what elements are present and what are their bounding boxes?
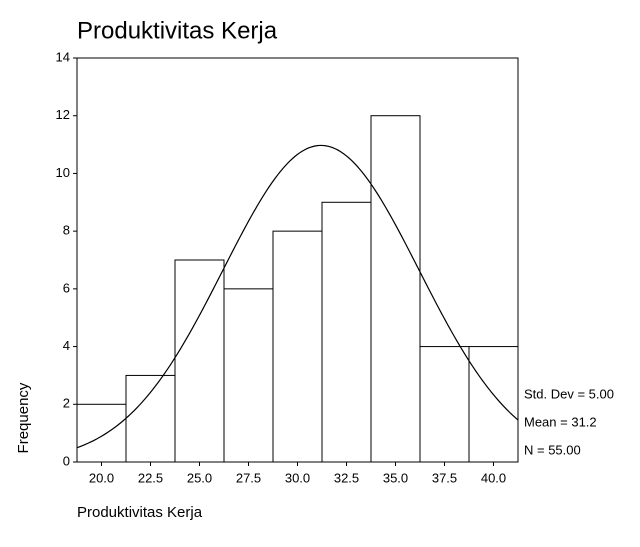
y-tick-label: 14: [56, 49, 70, 64]
y-tick-label: 4: [63, 338, 70, 353]
x-tick-label: 25.0: [187, 470, 212, 485]
bar: [370, 115, 421, 463]
y-tick-label: 10: [56, 165, 70, 180]
bar: [174, 259, 225, 463]
stats-label: N = 55.00: [524, 442, 581, 457]
y-tick-label: 8: [63, 223, 70, 238]
bar: [223, 288, 274, 463]
y-tick-label: 0: [63, 453, 70, 468]
chart-title: Produktivitas Kerja: [77, 17, 278, 44]
x-tick-label: 35.0: [383, 470, 408, 485]
x-tick-label: 40.0: [481, 470, 506, 485]
x-tick-label: 20.0: [89, 470, 114, 485]
stats-label: Std. Dev = 5.00: [524, 386, 614, 401]
x-tick-label: 30.0: [285, 470, 310, 485]
stats-label: Mean = 31.2: [524, 414, 597, 429]
x-axis-label: Produktivitas Kerja: [77, 504, 203, 521]
bar: [125, 374, 176, 463]
bar: [76, 403, 127, 463]
x-tick-label: 27.5: [236, 470, 261, 485]
bar: [321, 201, 372, 463]
y-tick-label: 6: [63, 280, 70, 295]
x-tick-label: 37.5: [432, 470, 457, 485]
bar: [468, 346, 519, 463]
bar: [272, 230, 323, 463]
normal-curve: [76, 144, 519, 449]
y-tick-label: 12: [56, 107, 70, 122]
y-axis-label: Frequency: [15, 382, 32, 453]
x-tick-label: 32.5: [334, 470, 359, 485]
x-tick-label: 22.5: [138, 470, 163, 485]
y-tick-label: 2: [63, 396, 70, 411]
bar: [419, 346, 470, 463]
